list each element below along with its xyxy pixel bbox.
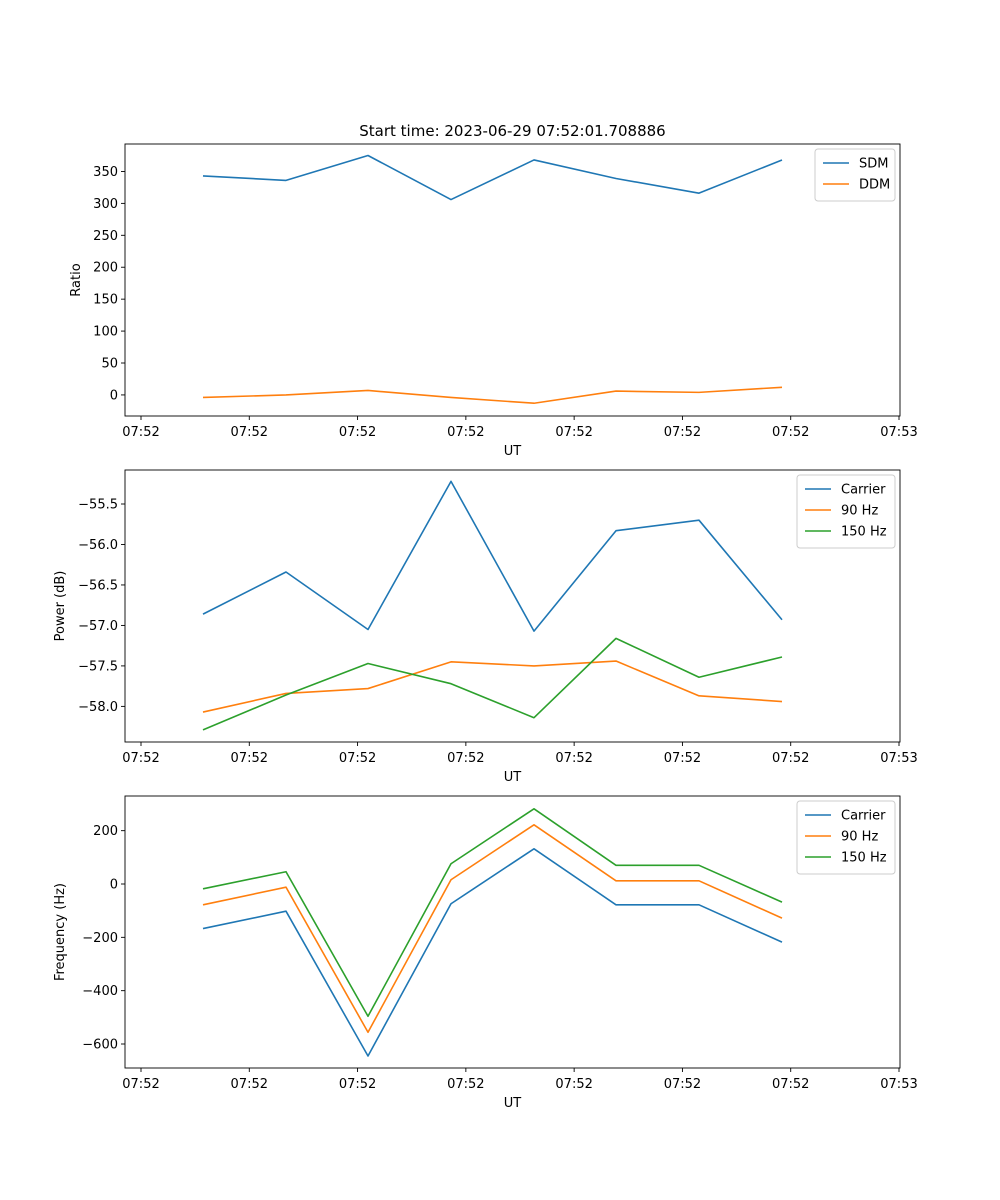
x-tick-label: 07:53 — [880, 751, 917, 766]
legend-box — [796, 474, 896, 549]
y-tick-label: −56.0 — [78, 538, 118, 553]
y-tick-label: −200 — [82, 931, 118, 946]
axes-frame — [124, 795, 901, 1069]
legend-label: 90 Hz — [841, 504, 878, 519]
x-tick-label: 07:52 — [664, 751, 701, 766]
y-tick-label: −600 — [82, 1038, 118, 1053]
x-tick-label: 07:52 — [555, 1077, 592, 1092]
legend-label: 150 Hz — [841, 851, 887, 866]
legend: SDM DDM — [814, 148, 896, 202]
y-tick-label: −400 — [82, 984, 118, 999]
series-line-carrier — [202, 847, 783, 1057]
x-tick-label: 07:52 — [772, 425, 809, 440]
x-axis-label: UT — [504, 770, 522, 785]
chart-title: Start time: 2023-06-29 07:52:01.708886 — [359, 122, 665, 140]
series-line-150-hz — [202, 637, 783, 731]
y-tick-label: −57.0 — [78, 619, 118, 634]
y-tick-label: 250 — [93, 229, 118, 244]
series-line-carrier — [202, 480, 783, 632]
y-tick-label: 0 — [110, 388, 118, 403]
y-tick-label: 100 — [93, 325, 118, 340]
legend-box — [796, 800, 896, 875]
y-axis-label: Power (dB) — [53, 571, 68, 642]
x-tick-label: 07:52 — [122, 1077, 159, 1092]
y-tick-label: −58.0 — [78, 700, 118, 715]
y-tick-label: −57.5 — [78, 659, 118, 674]
x-tick-label: 07:52 — [339, 1077, 376, 1092]
x-tick-label: 07:52 — [447, 751, 484, 766]
y-tick-label: 0 — [110, 878, 118, 893]
series-line-sdm — [202, 154, 783, 201]
legend-label: DDM — [859, 178, 890, 193]
y-tick-label: −55.5 — [78, 498, 118, 513]
subplot-1: Start time: 2023-06-29 07:52:01.708886 07… — [69, 122, 918, 459]
x-tick-label: 07:52 — [339, 751, 376, 766]
subplot-2: 07:52 07:52 07:52 07:52 07:52 07:52 07:52 07:53… — [53, 469, 918, 785]
legend-label: Carrier — [841, 483, 886, 498]
y-tick-label: 200 — [93, 261, 118, 276]
x-tick-label: 07:53 — [880, 1077, 917, 1092]
x-tick-label: 07:52 — [122, 425, 159, 440]
series-line-90-hz — [202, 660, 783, 713]
y-tick-label: 50 — [101, 357, 118, 372]
series-line-150-hz — [202, 807, 783, 1018]
x-tick-label: 07:52 — [231, 1077, 268, 1092]
x-tick-label: 07:52 — [772, 751, 809, 766]
series-line-90-hz — [202, 823, 783, 1034]
x-tick-label: 07:52 — [664, 425, 701, 440]
legend-label: Carrier — [841, 809, 886, 824]
x-axis-label: UT — [504, 1096, 522, 1111]
legend: Carrier 90 Hz 150 Hz — [796, 474, 896, 549]
y-tick-label: 200 — [93, 824, 118, 839]
y-axis-label: Ratio — [69, 263, 84, 296]
y-tick-label: 150 — [93, 293, 118, 308]
x-axis-label: UT — [504, 444, 522, 459]
legend-label: SDM — [859, 157, 888, 172]
x-tick-label: 07:52 — [555, 425, 592, 440]
x-tick-label: 07:52 — [447, 425, 484, 440]
x-tick-label: 07:52 — [664, 1077, 701, 1092]
x-tick-label: 07:52 — [122, 751, 159, 766]
legend-label: 150 Hz — [841, 525, 887, 540]
y-tick-label: 350 — [93, 165, 118, 180]
y-tick-label: 300 — [93, 197, 118, 212]
x-tick-label: 07:52 — [772, 1077, 809, 1092]
x-tick-label: 07:52 — [231, 751, 268, 766]
y-tick-label: −56.5 — [78, 578, 118, 593]
legend: Carrier 90 Hz 150 Hz — [796, 800, 896, 875]
legend-label: 90 Hz — [841, 830, 878, 845]
axes-frame — [124, 143, 901, 417]
subplot-3: 07:52 07:52 07:52 07:52 07:52 07:52 07:52 07:53… — [53, 795, 918, 1111]
x-tick-label: 07:52 — [339, 425, 376, 440]
legend-box — [814, 148, 896, 202]
series-line-ddm — [202, 386, 783, 405]
axes-frame — [124, 469, 901, 743]
x-tick-label: 07:52 — [447, 1077, 484, 1092]
x-tick-label: 07:52 — [555, 751, 592, 766]
x-tick-label: 07:53 — [880, 425, 917, 440]
y-axis-label: Frequency (Hz) — [53, 883, 68, 981]
x-tick-label: 07:52 — [231, 425, 268, 440]
